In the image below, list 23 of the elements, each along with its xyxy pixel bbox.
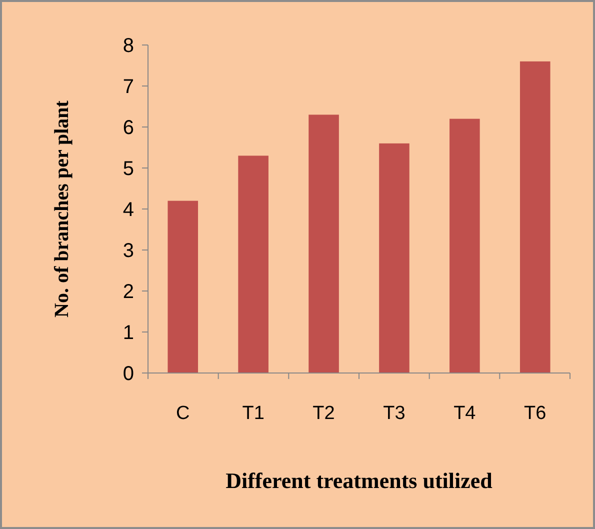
y-tick-label: 8	[122, 35, 134, 57]
y-tick-label: 1	[122, 322, 134, 344]
x-tick-label: T1	[242, 403, 264, 424]
y-tick-label: 7	[122, 76, 134, 98]
bar	[450, 118, 480, 373]
y-axis-title: No. of branches per plant	[51, 100, 73, 318]
x-tick-label: C	[176, 403, 190, 424]
y-tick-label: 4	[122, 199, 134, 221]
bar	[238, 156, 268, 373]
x-axis-title: Different treatments utilized	[226, 468, 492, 493]
y-tick-label: 0	[122, 363, 134, 385]
x-tick-label: T6	[524, 403, 546, 424]
x-tick-label: T2	[312, 403, 335, 424]
y-tick-label: 5	[122, 158, 134, 180]
y-tick-label: 2	[122, 281, 134, 303]
x-tick-label: T3	[383, 403, 406, 424]
bar	[520, 61, 550, 373]
bar	[168, 200, 198, 373]
x-tick-label: T4	[454, 403, 476, 424]
bar	[379, 143, 410, 373]
y-tick-label: 6	[122, 117, 134, 139]
bar	[308, 114, 339, 373]
y-tick-label: 3	[122, 240, 134, 262]
